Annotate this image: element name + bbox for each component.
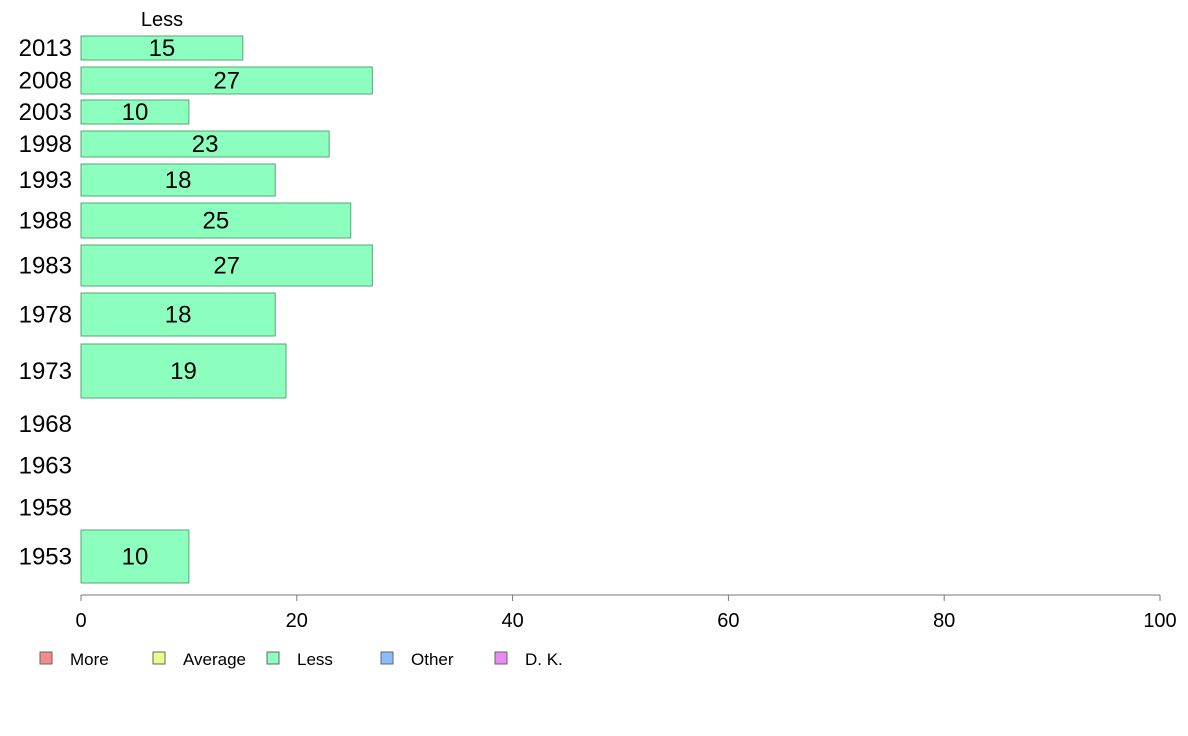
x-tick-label: 20 bbox=[286, 610, 308, 632]
bar bbox=[80, 343, 287, 399]
legend: More Average Less Other D. K. bbox=[39, 650, 563, 669]
bar bbox=[80, 202, 352, 239]
bar-value-label: 10 bbox=[122, 544, 149, 571]
category-label: 1978 bbox=[19, 302, 72, 329]
legend-swatch bbox=[380, 651, 394, 665]
category-label: 1998 bbox=[19, 131, 72, 158]
bar-value-label: 18 bbox=[165, 302, 192, 329]
bar-value-label: 15 bbox=[149, 35, 176, 62]
x-tick-label: 80 bbox=[933, 610, 955, 632]
category-label: 2008 bbox=[19, 68, 72, 95]
x-tick-label: 40 bbox=[501, 610, 523, 632]
bar bbox=[80, 529, 190, 584]
legend-swatch bbox=[152, 651, 166, 665]
legend-label: Average bbox=[183, 650, 246, 669]
category-label: 1988 bbox=[19, 208, 72, 235]
category-label: 1953 bbox=[19, 544, 72, 571]
legend-swatch bbox=[266, 651, 280, 665]
category-labels-group: 2013 2008 2003 1998 1993 1988 1983 1978 1973 1968… bbox=[19, 35, 72, 571]
legend-label: Less bbox=[297, 650, 333, 669]
bar-value-label: 18 bbox=[165, 167, 192, 194]
legend-label: D. K. bbox=[525, 650, 563, 669]
bar-value-label: 19 bbox=[170, 358, 197, 385]
bar bbox=[80, 244, 373, 287]
x-tick-label: 60 bbox=[717, 610, 739, 632]
bar bbox=[80, 66, 373, 95]
category-label: 1963 bbox=[19, 453, 72, 480]
category-label: 1958 bbox=[19, 495, 72, 522]
bar bbox=[80, 35, 244, 61]
x-tick-label: 0 bbox=[75, 610, 86, 632]
x-tick-label: 100 bbox=[1143, 610, 1176, 632]
panel-label: Less bbox=[141, 9, 183, 31]
bar-value-label: 23 bbox=[192, 131, 219, 158]
category-label: 2003 bbox=[19, 99, 72, 126]
bar bbox=[80, 292, 276, 337]
bar-value-label: 25 bbox=[203, 208, 230, 235]
category-label: 1993 bbox=[19, 167, 72, 194]
legend-swatch bbox=[39, 651, 53, 665]
category-label: 1983 bbox=[19, 253, 72, 280]
legend-label: More bbox=[70, 650, 109, 669]
bar bbox=[80, 99, 190, 125]
legend-label: Other bbox=[411, 650, 454, 669]
bar bbox=[80, 130, 330, 158]
category-label: 1968 bbox=[19, 411, 72, 438]
bar-value-label: 10 bbox=[122, 99, 149, 126]
bar-value-label: 27 bbox=[213, 253, 240, 280]
x-axis: 0 20 40 60 80 100 bbox=[75, 594, 1177, 632]
bar bbox=[80, 163, 276, 197]
legend-swatch bbox=[494, 651, 508, 665]
bar-value-label: 27 bbox=[213, 68, 240, 95]
category-label: 1973 bbox=[19, 358, 72, 385]
category-label: 2013 bbox=[19, 35, 72, 62]
